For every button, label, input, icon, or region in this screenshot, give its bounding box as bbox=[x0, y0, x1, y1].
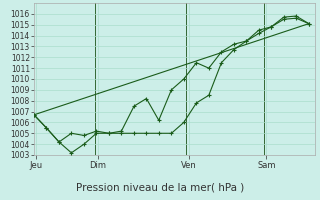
Text: Pression niveau de la mer( hPa ): Pression niveau de la mer( hPa ) bbox=[76, 182, 244, 192]
